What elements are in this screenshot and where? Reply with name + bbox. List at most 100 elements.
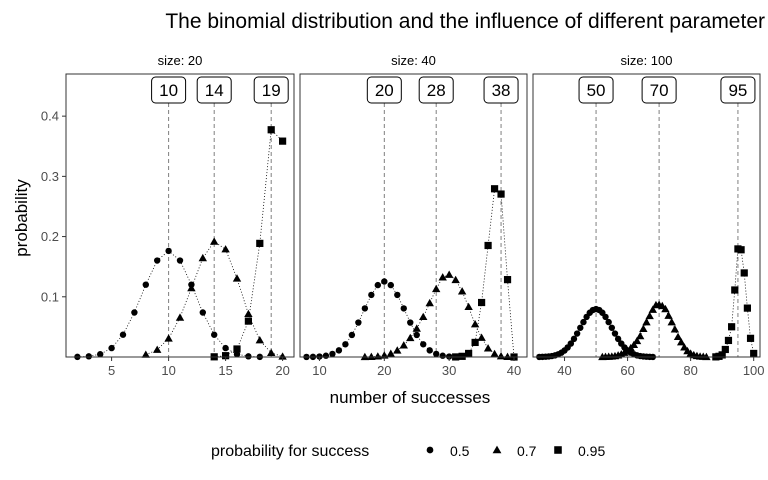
data-point-0.5 (199, 309, 206, 316)
data-point-0.5 (614, 335, 622, 343)
data-point-0.7 (477, 333, 486, 341)
data-point-0.5 (381, 278, 388, 285)
panel-3: size: 100 50 70 95 40 60 80 100 (532, 53, 765, 378)
data-point-0.5 (176, 257, 184, 264)
x-tick-label: 40 (557, 363, 571, 378)
data-point-0.7 (244, 309, 253, 318)
data-point-0.7 (425, 298, 434, 307)
mode-label: 95 (728, 81, 747, 100)
mode-label-box (366, 76, 402, 104)
data-point-0.95 (750, 349, 758, 358)
data-point-0.95 (728, 323, 736, 331)
data-point-0.7 (673, 332, 683, 341)
data-point-0.5 (119, 331, 127, 338)
data-point-0.5 (142, 281, 149, 288)
data-point-0.7 (399, 341, 408, 349)
mode-label-box (578, 76, 614, 104)
facet-panels: size: 20 10 14 19 5 10 15 20 0.1 0.2 0.3 0.4 size: 4… (41, 53, 765, 378)
y-tick-label: 0.2 (41, 229, 59, 244)
data-point-0.95 (267, 126, 275, 134)
mode-label: 20 (375, 81, 394, 100)
data-point-0.7 (635, 331, 645, 340)
data-point-0.5 (577, 324, 584, 331)
legend-label-0.5: 0.5 (450, 443, 470, 459)
data-point-0.7 (221, 245, 230, 253)
x-axis-label: number of successes (330, 388, 491, 407)
data-point-0.5 (433, 350, 440, 358)
data-point-0.95 (497, 190, 505, 198)
data-point-0.95 (478, 298, 486, 307)
legend: probability for success 0.5 0.7 0.95 (211, 443, 605, 460)
x-tick-label: 10 (312, 363, 326, 378)
data-point-0.7 (255, 336, 264, 344)
y-axis-label: probability (12, 179, 31, 257)
data-point-0.95 (724, 336, 733, 345)
data-point-0.7 (680, 343, 689, 351)
data-point-0.5 (97, 351, 104, 358)
data-point-0.5 (348, 331, 356, 339)
mode-label: 70 (650, 81, 669, 100)
data-point-0.7 (164, 334, 173, 342)
data-point-0.5 (407, 319, 414, 326)
data-point-0.5 (355, 319, 362, 326)
data-point-0.5 (222, 344, 229, 352)
data-point-0.5 (400, 305, 407, 312)
data-point-0.95 (279, 137, 287, 145)
data-point-0.7 (661, 304, 670, 313)
panel-border (299, 73, 528, 358)
facet-strip-label: size: 40 (391, 53, 436, 68)
data-point-0.5 (611, 330, 619, 337)
data-point-0.95 (233, 345, 241, 353)
data-point-0.5 (580, 318, 587, 326)
x-tick-label: 80 (683, 363, 697, 378)
data-point-0.95 (731, 286, 739, 294)
x-tick-label: 20 (377, 363, 391, 378)
mode-label: 10 (159, 81, 178, 100)
x-tick-label: 5 (108, 363, 115, 378)
data-point-0.5 (342, 341, 349, 348)
data-point-0.7 (457, 287, 467, 295)
data-point-0.7 (175, 313, 185, 321)
y-tick-label: 0.1 (41, 289, 59, 304)
data-point-0.5 (420, 341, 427, 348)
data-point-0.7 (232, 274, 242, 282)
data-point-0.7 (676, 338, 686, 346)
data-point-0.7 (444, 270, 454, 278)
data-point-0.5 (335, 347, 343, 354)
data-point-0.5 (211, 331, 218, 338)
mode-label-box (483, 76, 519, 104)
mode-label: 50 (587, 81, 606, 100)
data-point-0.5 (608, 324, 616, 331)
data-point-0.5 (165, 247, 172, 255)
data-point-0.5 (573, 330, 581, 337)
data-point-0.95 (721, 345, 729, 354)
legend-key-0.95 (554, 446, 562, 454)
data-point-0.5 (131, 309, 138, 316)
x-tick-label: 30 (442, 363, 456, 378)
facet-strip-label: size: 100 (620, 53, 672, 68)
data-point-0.5 (245, 353, 252, 360)
panel-2: size: 40 20 28 38 10 20 30 40 (299, 53, 528, 378)
data-point-0.5 (567, 340, 575, 347)
data-point-0.5 (154, 257, 161, 264)
data-point-0.7 (367, 352, 376, 360)
data-point-0.7 (393, 346, 402, 354)
data-point-0.7 (470, 319, 480, 328)
chart-title: The binomial distribution and the influe… (165, 10, 765, 33)
data-point-0.95 (740, 269, 748, 277)
panel-border (65, 73, 295, 358)
data-point-0.5 (108, 344, 115, 352)
mode-label-box (196, 76, 232, 104)
data-point-0.7 (210, 237, 219, 245)
data-point-0.7 (639, 324, 648, 333)
data-point-0.95 (718, 351, 726, 359)
mode-label-box (418, 76, 454, 104)
data-point-0.5 (439, 352, 446, 359)
x-tick-label: 60 (620, 363, 634, 378)
x-tick-label: 10 (161, 363, 175, 378)
data-point-0.5 (361, 305, 369, 312)
data-point-0.95 (503, 276, 512, 284)
data-point-0.5 (85, 353, 93, 360)
data-point-0.5 (394, 291, 401, 299)
legend-label-0.95: 0.95 (578, 443, 605, 459)
